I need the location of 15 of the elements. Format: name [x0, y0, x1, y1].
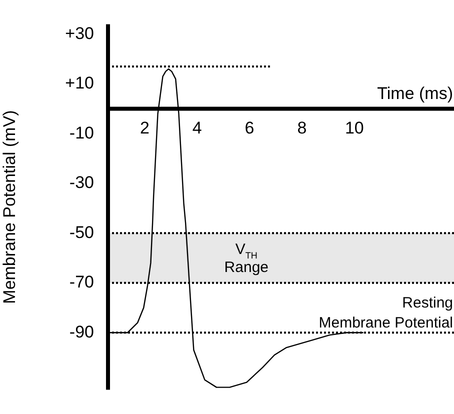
y-tick-label: -70	[69, 272, 94, 292]
y-tick-label: -30	[69, 173, 94, 192]
x-tick-label: 6	[244, 118, 254, 138]
y-tick-label: -90	[69, 322, 94, 342]
y-tick-label: +10	[65, 74, 94, 93]
ref-line-label: Resting Membrane Potential	[318, 294, 454, 332]
x-axis-title: Time (ms)	[377, 84, 454, 103]
y-tick-label: -50	[69, 222, 94, 242]
y-tick-label: -10	[69, 123, 94, 142]
x-tick-label: 10	[344, 118, 364, 138]
x-tick-label: 8	[297, 118, 307, 138]
x-tick-label: 4	[192, 118, 202, 138]
x-tick-label: 2	[140, 118, 150, 138]
y-axis-title: Membrane Potential (mV)	[0, 110, 19, 304]
y-tick-label: +30	[65, 24, 94, 43]
